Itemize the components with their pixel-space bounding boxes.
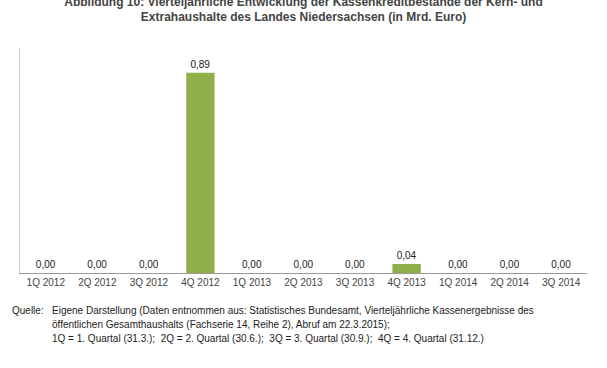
svg-text:2Q 2013: 2Q 2013 (284, 277, 323, 288)
svg-text:2Q 2012: 2Q 2012 (78, 277, 117, 288)
svg-text:0,89: 0,89 (190, 59, 210, 70)
svg-text:0,00: 0,00 (500, 259, 520, 270)
svg-text:0,00: 0,00 (87, 259, 107, 270)
svg-text:2Q 2014: 2Q 2014 (490, 277, 529, 288)
svg-text:0,00: 0,00 (448, 259, 468, 270)
svg-text:0,00: 0,00 (551, 259, 571, 270)
svg-text:Abbildung 10: Vierteljährliche: Abbildung 10: Vierteljährliche Entwicklu… (64, 0, 543, 24)
svg-text:0,00: 0,00 (345, 259, 365, 270)
svg-text:1Q = 1. Quartal (31.3.); 2Q =: 1Q = 1. Quartal (31.3.); 2Q = 2. Quartal… (52, 333, 484, 344)
svg-text:1Q 2014: 1Q 2014 (439, 277, 478, 288)
svg-text:öffentlichen Gesamthaushalts (: öffentlichen Gesamthaushalts (Fachserie … (52, 319, 390, 330)
svg-text:Quelle:: Quelle: (12, 305, 44, 316)
svg-text:1Q 2012: 1Q 2012 (27, 277, 66, 288)
svg-text:0,00: 0,00 (294, 259, 314, 270)
svg-text:3Q 2012: 3Q 2012 (130, 277, 169, 288)
svg-text:3Q 2013: 3Q 2013 (336, 277, 375, 288)
svg-text:4Q 2012: 4Q 2012 (181, 277, 220, 288)
svg-text:0,00: 0,00 (242, 259, 262, 270)
svg-text:0,00: 0,00 (139, 259, 159, 270)
svg-text:3Q 2014: 3Q 2014 (542, 277, 581, 288)
svg-text:0,00: 0,00 (36, 259, 56, 270)
svg-text:Eigene Darstellung (Daten entn: Eigene Darstellung (Daten entnommen aus:… (52, 305, 534, 316)
svg-text:4Q 2013: 4Q 2013 (387, 277, 426, 288)
svg-text:0,04: 0,04 (397, 250, 417, 261)
svg-text:1Q 2013: 1Q 2013 (233, 277, 272, 288)
